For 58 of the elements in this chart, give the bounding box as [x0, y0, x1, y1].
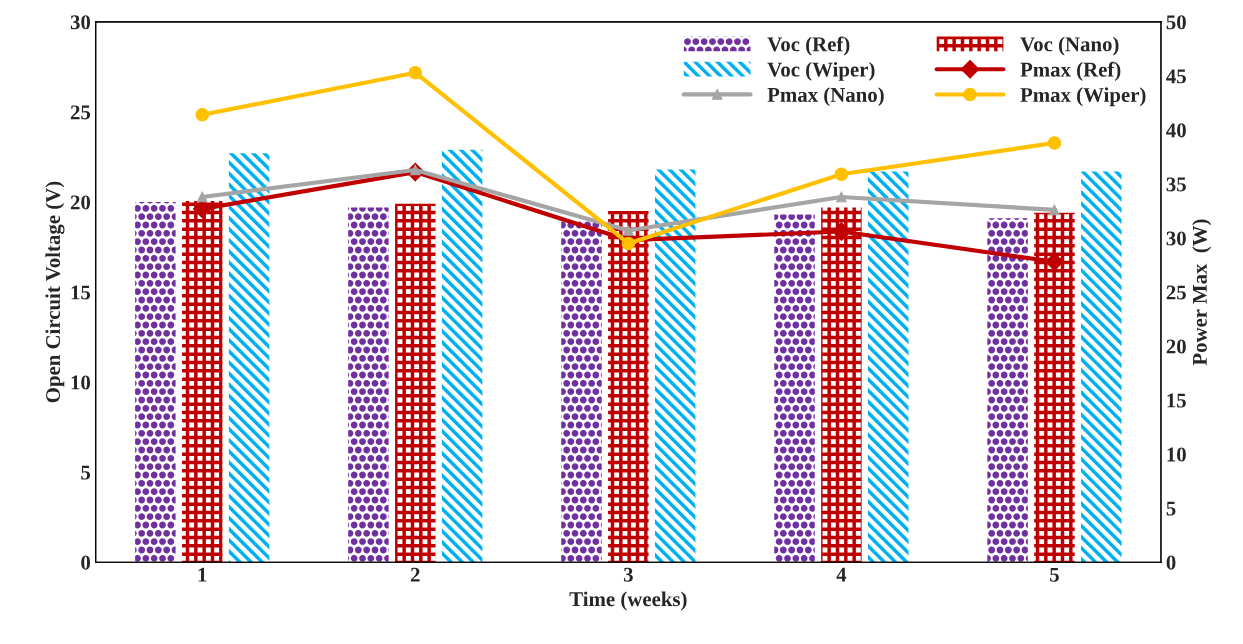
point: [621, 236, 636, 251]
bar: [868, 171, 909, 563]
y2-axis-title: Power Max (W): [1192, 219, 1212, 366]
x-tick-label: 2: [410, 567, 420, 582]
point: [622, 225, 634, 236]
bar: [987, 218, 1028, 563]
y-tick-label: 0: [81, 555, 91, 570]
y2-tick-label: 25: [1166, 285, 1186, 300]
y2-tick-label: 15: [1167, 393, 1186, 408]
bar: [561, 220, 602, 563]
bar: [441, 149, 483, 563]
legend-label: Pmax (Wiper): [1020, 87, 1146, 107]
legend-label: Voc (Ref): [767, 36, 850, 56]
point: [196, 191, 208, 203]
x-tick-label: 1: [198, 567, 207, 582]
bar: [182, 201, 223, 563]
y2-tick-label: 50: [1166, 15, 1186, 30]
y-axis-title: Open Circuit Voltage (V): [45, 181, 65, 403]
y-tick-label: 25: [70, 105, 91, 120]
point: [832, 222, 851, 241]
point: [408, 65, 423, 80]
point: [836, 191, 847, 203]
y2-tick-label: 20: [1166, 339, 1186, 354]
point: [1047, 136, 1062, 150]
x-tick-label: 4: [836, 567, 847, 582]
bar: [395, 203, 436, 563]
bar: [774, 214, 815, 563]
point: [834, 167, 849, 182]
x-axis-title: Time (weeks): [569, 591, 687, 611]
point: [1049, 204, 1060, 216]
legend-label: Voc (Wiper): [767, 61, 875, 81]
legend-label: Voc (Nano): [1020, 36, 1119, 56]
legend-label: Pmax (Ref): [1020, 61, 1121, 81]
y-tick-label: 5: [81, 465, 91, 480]
y2-tick-label: 10: [1167, 447, 1186, 462]
y-tick-label: 30: [70, 15, 91, 30]
bar: [654, 169, 696, 563]
legend-label: Pmax (Nano): [767, 87, 884, 107]
bar: [821, 207, 862, 563]
point: [195, 108, 210, 122]
bar: [1081, 171, 1122, 563]
y2-tick-label: 0: [1166, 555, 1176, 570]
x-tick-label: 5: [1050, 567, 1059, 582]
bar: [228, 153, 270, 563]
y-tick-label: 10: [71, 375, 91, 390]
y2-tick-label: 35: [1166, 177, 1186, 192]
y-tick-label: 20: [70, 195, 91, 210]
point: [192, 199, 212, 219]
bar: [1034, 212, 1075, 563]
bar: [135, 202, 176, 563]
bar: [608, 211, 649, 563]
y-tick-label: 15: [71, 285, 91, 300]
y2-tick-label: 30: [1166, 231, 1186, 246]
y2-tick-label: 45: [1166, 69, 1186, 84]
bar: [348, 207, 389, 563]
y2-tick-label: 40: [1166, 123, 1186, 138]
x-tick-label: 3: [623, 567, 633, 582]
y2-tick-label: 5: [1166, 501, 1176, 516]
